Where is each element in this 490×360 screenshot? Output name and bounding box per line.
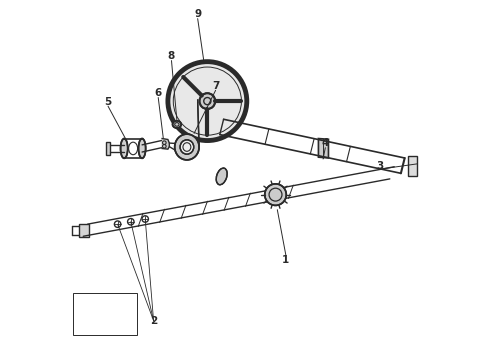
Ellipse shape [139,139,146,158]
Ellipse shape [175,134,199,160]
Text: 5: 5 [104,97,112,107]
Ellipse shape [121,139,128,158]
Text: 3: 3 [376,161,383,171]
Circle shape [265,184,286,206]
Polygon shape [161,138,170,149]
Polygon shape [79,224,89,237]
Text: 8: 8 [168,51,175,61]
Text: 6: 6 [154,88,162,98]
Circle shape [199,93,215,109]
Polygon shape [106,142,110,155]
Text: 1: 1 [282,255,290,265]
Circle shape [168,62,247,140]
Text: 4: 4 [321,139,329,148]
Ellipse shape [180,140,194,154]
Polygon shape [318,139,328,158]
Text: 2: 2 [150,316,157,325]
Text: 9: 9 [194,9,201,19]
Ellipse shape [216,168,227,185]
Polygon shape [408,156,417,176]
Ellipse shape [172,121,181,128]
Text: 7: 7 [212,81,220,91]
